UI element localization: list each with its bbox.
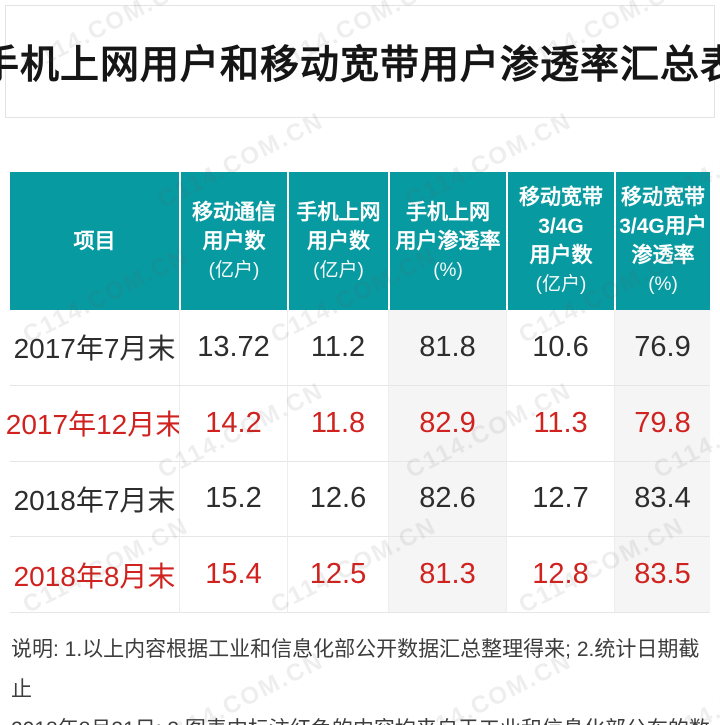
- value-cell: 11.3: [506, 385, 614, 462]
- value-cell: 10.6: [506, 310, 614, 386]
- header-unit: (亿户): [535, 274, 587, 295]
- header-cell-broadband-users: 移动宽带 3/4G 用户数 (亿户): [506, 172, 614, 310]
- header-unit: (%): [648, 274, 678, 295]
- header-cell-project: 项目: [10, 172, 179, 310]
- row-label-cell: 2018年7月末: [10, 461, 179, 538]
- header-cell-mobile-users: 移动通信 用户数 (亿户): [179, 172, 287, 310]
- header-label: 用户数: [307, 229, 370, 253]
- value-cell: 12.6: [287, 461, 388, 538]
- summary-table: 项目 移动通信 用户数 (亿户) 手机上网 用户数 (亿户) 手机上网 用户渗透…: [6, 172, 710, 613]
- value-cell: 12.7: [506, 461, 614, 538]
- value-cell: 81.3: [388, 537, 506, 613]
- header-unit: (亿户): [313, 259, 364, 281]
- value-cell: 15.4: [179, 537, 287, 613]
- footnote-line-2: 2018年8月31日; 3.图表中标注红色的内容均来自于工业和信息化部公布的数据…: [11, 710, 713, 725]
- header-label: 移动宽带: [519, 186, 603, 209]
- value-cell: 11.8: [287, 385, 388, 462]
- value-cell: 12.8: [506, 537, 614, 613]
- header-unit: (%): [433, 259, 463, 281]
- header-label: 用户数: [202, 229, 266, 253]
- value-cell: 79.8: [614, 385, 710, 462]
- header-label: 用户数: [529, 244, 593, 267]
- value-cell: 83.5: [614, 537, 710, 613]
- value-cell: 76.9: [614, 310, 710, 386]
- header-cell-mobile-internet-users: 手机上网 用户数 (亿户): [287, 172, 388, 310]
- row-label-cell: 2018年8月末: [10, 537, 179, 613]
- header-label: 3/4G用户: [619, 215, 707, 238]
- row-label-cell: 2017年7月末: [10, 310, 179, 386]
- value-cell: 14.2: [179, 385, 287, 462]
- row-label-cell: 2017年12月末: [6, 385, 183, 462]
- page-title: 手机上网用户和移动宽带用户渗透率汇总表: [0, 43, 720, 87]
- value-cell: 15.2: [179, 461, 287, 538]
- value-cell: 13.72: [179, 310, 287, 386]
- header-label: 渗透率: [631, 244, 695, 267]
- header-label: 用户渗透率: [395, 229, 501, 253]
- value-cell: 11.2: [287, 310, 388, 386]
- header-label: 手机上网: [406, 200, 490, 224]
- value-cell: 82.6: [388, 461, 506, 538]
- header-label: 移动通信: [192, 200, 276, 224]
- value-cell: 82.9: [388, 385, 506, 462]
- header-unit: (亿户): [208, 259, 260, 281]
- value-cell: 12.5: [287, 537, 388, 613]
- footnote: 说明: 1.以上内容根据工业和信息化部公开数据汇总整理得来; 2.统计日期截止 …: [11, 630, 713, 725]
- header-label: 移动宽带: [621, 186, 705, 209]
- header-label: 项目: [73, 229, 116, 253]
- title-box: 手机上网用户和移动宽带用户渗透率汇总表: [0, 5, 720, 118]
- header-cell-broadband-penetration: 移动宽带 3/4G用户 渗透率 (%): [614, 172, 710, 310]
- footnote-line-1: 说明: 1.以上内容根据工业和信息化部公开数据汇总整理得来; 2.统计日期截止: [11, 638, 700, 701]
- header-label: 手机上网: [296, 200, 381, 224]
- value-cell: 83.4: [614, 461, 710, 538]
- header-label: 3/4G: [538, 215, 584, 238]
- header-cell-mobile-internet-penetration: 手机上网 用户渗透率 (%): [388, 172, 506, 310]
- value-cell: 81.8: [388, 310, 506, 386]
